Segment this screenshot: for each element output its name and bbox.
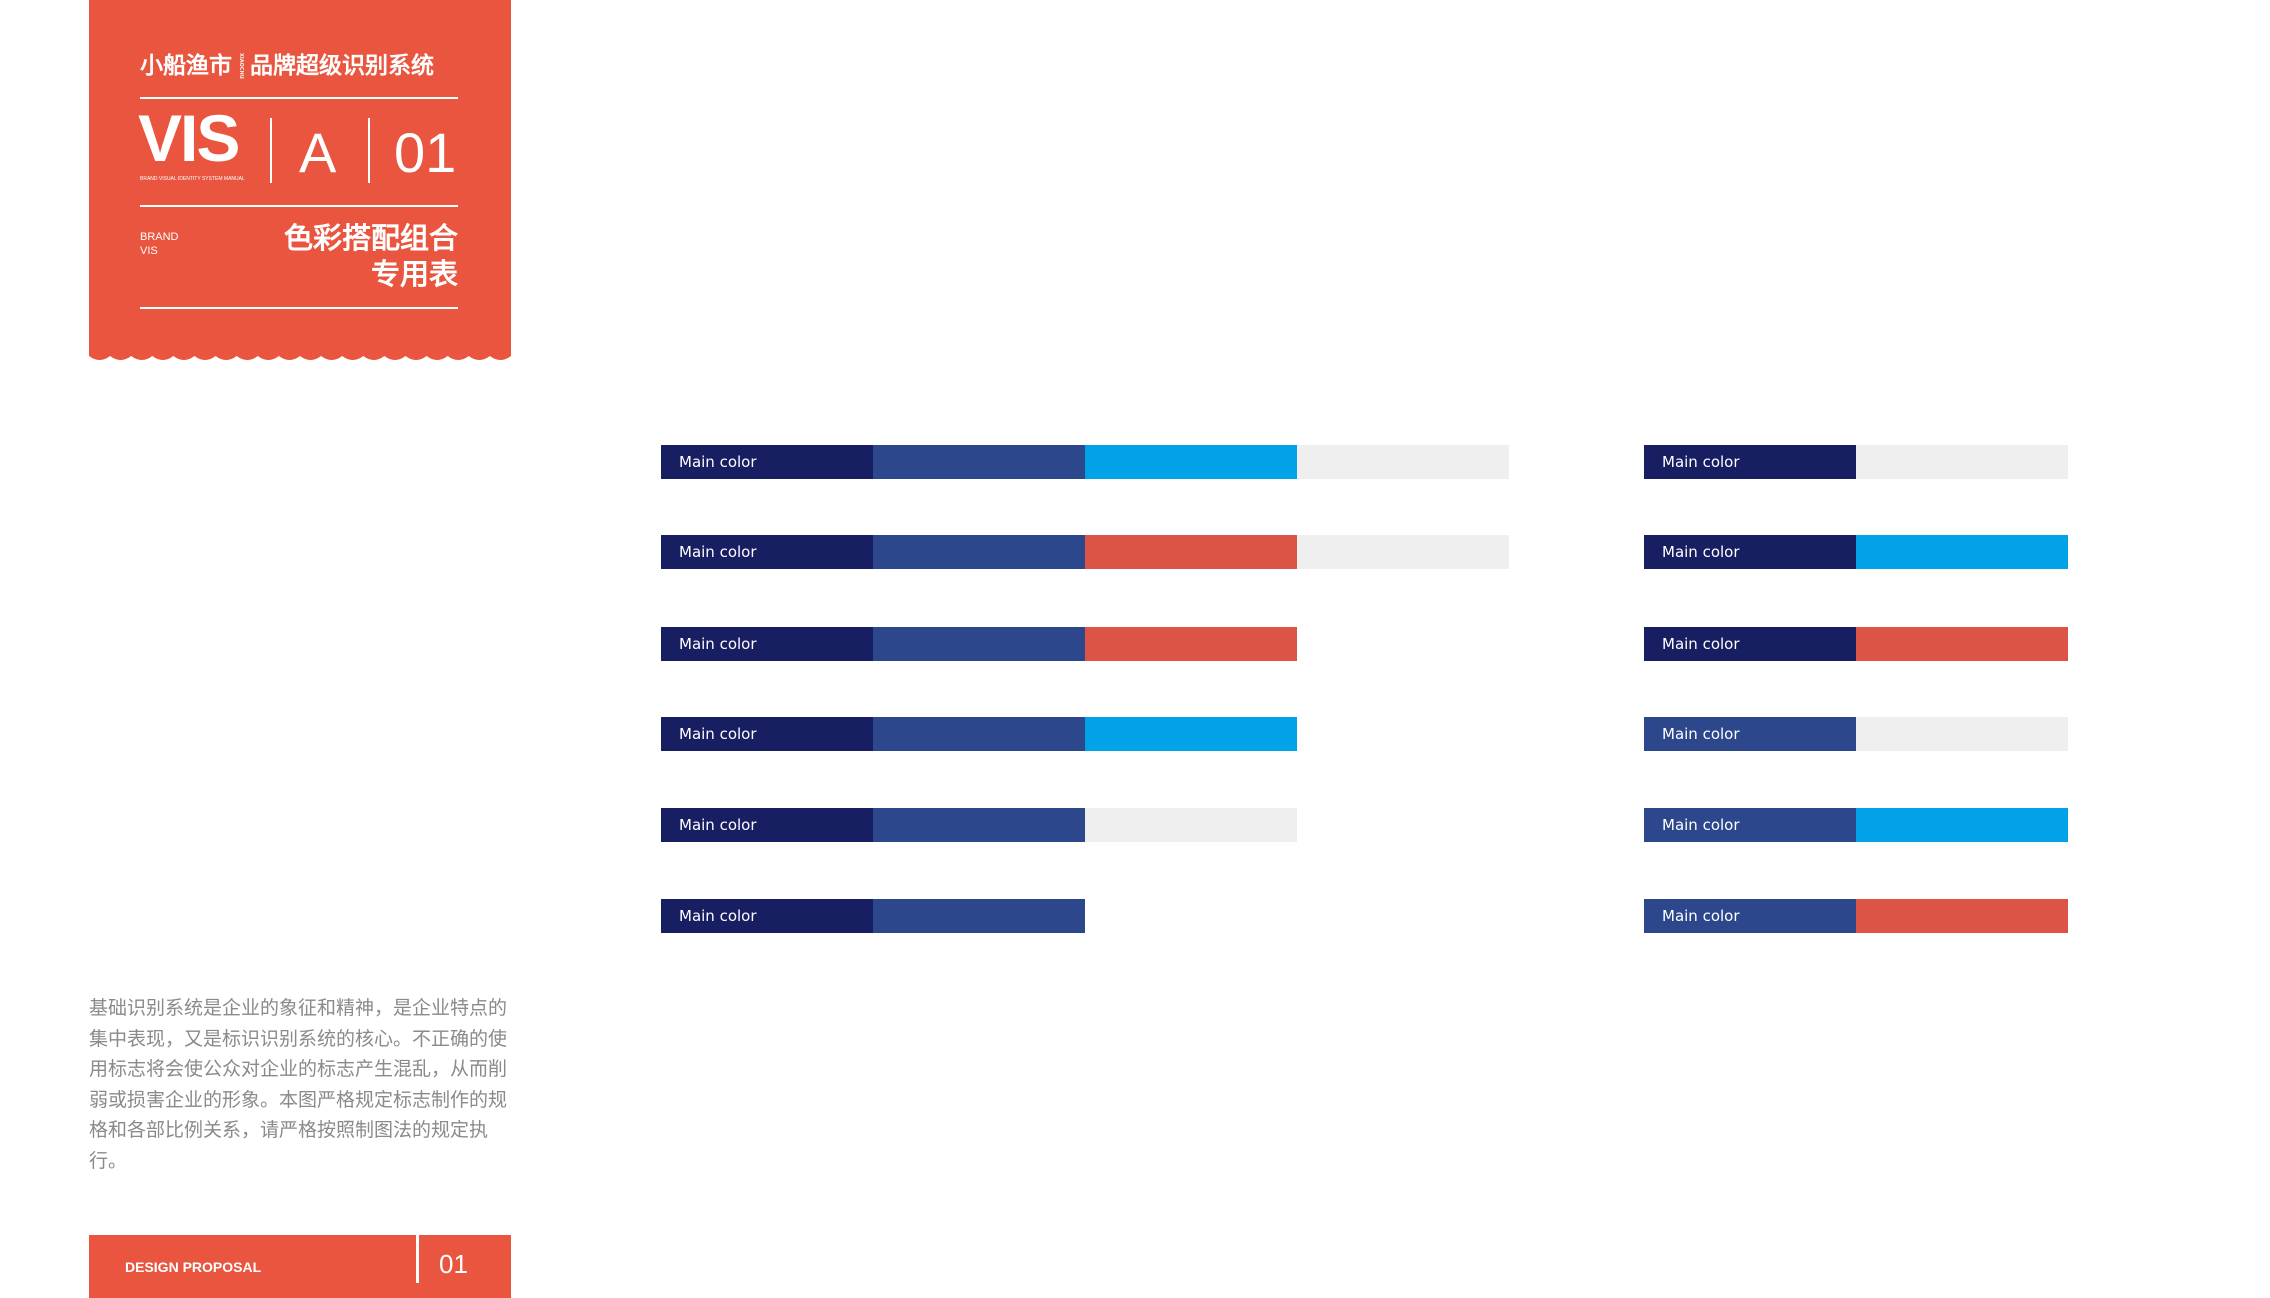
section-letter: A (299, 121, 337, 184)
brand-title: 小船渔市 XIAOCHUAN YUSHI 品牌超级识别系统 (140, 52, 434, 80)
swatch-label: Main color (679, 816, 757, 834)
color-combo-row: Main color (661, 808, 1297, 842)
swatch-blue (873, 899, 1085, 933)
vis-caption: BRAND VISUAL IDENTITY SYSTEM MANUAL (140, 176, 245, 182)
swatch-navy: Main color (661, 627, 873, 661)
swatch-blue (873, 535, 1085, 569)
swatch-label: Main color (1662, 725, 1740, 743)
swatch-navy: Main color (661, 899, 873, 933)
swatch-cyan (1856, 808, 2068, 842)
system-title: 品牌超级识别系统 (250, 53, 434, 79)
vis-logo: VIS (138, 106, 239, 170)
swatch-red (1085, 535, 1297, 569)
divider (140, 307, 458, 309)
color-combo-row: Main color (1644, 445, 2068, 479)
swatch-blue (873, 445, 1085, 479)
swatch-label: Main color (679, 907, 757, 925)
footer-label: DESIGN PROPOSAL (125, 1259, 262, 1275)
color-combo-row: Main color (661, 627, 1297, 661)
divider (140, 205, 458, 207)
swatch-label: Main color (679, 543, 757, 561)
divider (140, 97, 458, 99)
brand-small-line: VIS (140, 245, 158, 257)
color-combo-row: Main color (1644, 535, 2068, 569)
section-title-line: 专用表 (370, 257, 458, 291)
swatch-gray (1856, 445, 2068, 479)
divider (368, 118, 370, 183)
swatch-cyan (1856, 535, 2068, 569)
color-combo-row: Main color (1644, 627, 2068, 661)
swatch-label: Main color (679, 725, 757, 743)
swatch-red (1085, 627, 1297, 661)
divider (270, 118, 272, 183)
swatch-navy: Main color (661, 808, 873, 842)
wave-edge (89, 350, 511, 360)
swatch-navy: Main color (661, 445, 873, 479)
swatch-label: Main color (1662, 907, 1740, 925)
color-combo-row: Main color (1644, 717, 2068, 751)
swatch-red (1856, 899, 2068, 933)
footer-divider (416, 1235, 419, 1283)
swatch-label: Main color (1662, 543, 1740, 561)
swatch-navy: Main color (1644, 627, 1856, 661)
swatch-blue (873, 627, 1085, 661)
swatch-cyan (1085, 717, 1297, 751)
brand-small: BRAND VIS (140, 230, 179, 258)
brand-small-line: BRAND (140, 231, 179, 243)
swatch-label: Main color (679, 635, 757, 653)
swatch-blue (873, 808, 1085, 842)
brand-mini: XIAOCHUAN YUSHI (238, 53, 244, 79)
color-combo-row: Main color (661, 535, 1509, 569)
color-combo-row: Main color (661, 899, 1085, 933)
swatch-navy: Main color (661, 535, 873, 569)
swatch-gray (1297, 535, 1509, 569)
swatch-label: Main color (1662, 635, 1740, 653)
description-text: 基础识别系统是企业的象征和精神，是企业特点的集中表现，又是标识识别系统的核心。不… (89, 997, 508, 1172)
swatch-navy: Main color (1644, 445, 1856, 479)
swatch-navy: Main color (1644, 535, 1856, 569)
swatch-gray (1085, 808, 1297, 842)
color-combo-row: Main color (661, 445, 1509, 479)
section-number: 01 (394, 121, 457, 184)
swatch-navy: Main color (661, 717, 873, 751)
swatch-blue: Main color (1644, 899, 1856, 933)
swatch-red (1856, 627, 2068, 661)
brand-name: 小船渔市 (140, 53, 232, 79)
color-combo-row: Main color (1644, 808, 2068, 842)
title-card: 小船渔市 XIAOCHUAN YUSHI 品牌超级识别系统 VIS BRAND … (89, 0, 511, 352)
swatch-label: Main color (679, 453, 757, 471)
section-title-line: 色彩搭配组合 (283, 221, 458, 255)
footer-bar: DESIGN PROPOSAL 01 (89, 1235, 511, 1298)
swatch-label: Main color (1662, 453, 1740, 471)
swatch-label: Main color (1662, 816, 1740, 834)
swatch-blue: Main color (1644, 717, 1856, 751)
swatch-cyan (1085, 445, 1297, 479)
page-number: 01 (439, 1249, 468, 1279)
section-title: 色彩搭配组合 专用表 (284, 220, 458, 292)
color-combo-row: Main color (661, 717, 1297, 751)
color-combo-row: Main color (1644, 899, 2068, 933)
swatch-blue: Main color (1644, 808, 1856, 842)
swatch-gray (1297, 445, 1509, 479)
swatch-gray (1856, 717, 2068, 751)
swatch-blue (873, 717, 1085, 751)
